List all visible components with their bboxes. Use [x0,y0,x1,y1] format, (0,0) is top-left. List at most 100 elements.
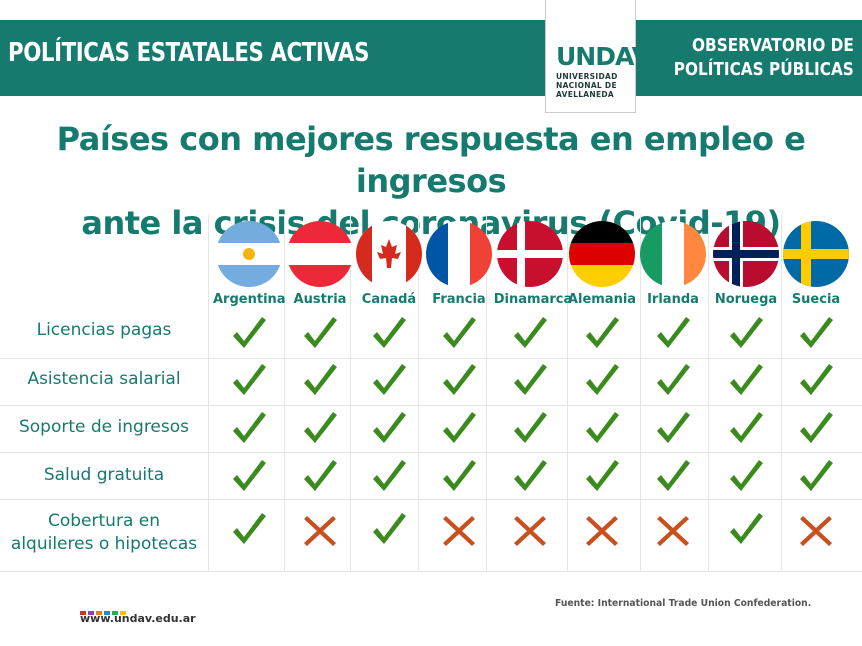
check-icon [794,312,838,356]
row-divider [0,499,862,500]
logo-line3: AVELLANEDA [556,90,615,99]
check-icon [724,407,768,451]
check-icon [724,312,768,356]
germany-flag-icon [569,221,635,287]
check-icon [367,407,411,451]
color-dot [88,611,94,615]
header-right-line2: POLÍTICAS PÚBLICAS [673,59,854,80]
undav-logo: UNDAV UNIVERSIDAD NACIONAL DE AVELLANEDA [545,0,651,113]
norway-flag-icon [713,221,779,287]
check-icon [508,455,552,499]
check-icon [298,407,342,451]
check-icon [794,407,838,451]
check-icon [580,312,624,356]
row-label: Cobertura en alquileres o hipotecas [0,510,208,556]
country-label: Noruega [714,292,778,307]
check-icon [651,407,695,451]
cross-icon [651,508,695,552]
footer-color-dots [80,602,128,620]
color-dot [80,611,86,615]
check-icon [298,359,342,403]
cross-icon [437,508,481,552]
check-icon [298,312,342,356]
logo-text: UNIVERSIDAD NACIONAL DE AVELLANEDA [556,72,628,99]
check-icon [298,455,342,499]
country-label: Alemania [567,292,637,307]
france-flag-icon [426,221,492,287]
check-icon [367,508,411,552]
logo-line2: NACIONAL DE [556,81,617,90]
country-label: Francia [432,292,486,307]
color-dot [112,611,118,615]
cross-icon [508,508,552,552]
check-icon [651,455,695,499]
check-icon [794,455,838,499]
check-icon [437,359,481,403]
check-icon [227,359,271,403]
check-icon [227,312,271,356]
check-icon [508,407,552,451]
country-label: Argentina [213,292,286,307]
color-dot [104,611,110,615]
column-divider [350,215,351,572]
check-icon [580,407,624,451]
check-icon [437,407,481,451]
row-label-line: Licencias pagas [36,320,172,340]
check-icon [651,312,695,356]
check-icon [437,455,481,499]
check-icon [724,455,768,499]
row-label-line: Soporte de ingresos [18,417,190,437]
check-icon [367,455,411,499]
color-dot [120,611,126,615]
header-right-title: OBSERVATORIO DE POLÍTICAS PÚBLICAS [674,34,854,82]
check-icon [508,312,552,356]
row-label-line: Cobertura en [48,511,160,531]
row-divider [0,358,862,359]
check-icon [580,455,624,499]
logo-mark: UNDAV [556,42,651,71]
check-icon [580,359,624,403]
check-icon [508,359,552,403]
country-label: Suecia [791,292,841,307]
check-icon [367,312,411,356]
check-icon [227,508,271,552]
row-label: Soporte de ingresos [0,416,208,439]
argentina-flag-icon [216,221,282,287]
country-label: Austria [293,292,347,307]
row-label-line: alquileres o hipotecas [10,534,198,554]
column-divider [486,215,487,572]
column-divider [418,215,419,572]
country-label: Dinamarca [493,292,573,307]
source-note: Fuente: International Trade Union Confed… [555,598,812,609]
column-divider [208,215,209,572]
check-icon [367,359,411,403]
sweden-flag-icon [783,221,849,287]
canada-flag-icon [356,221,422,287]
row-label-line: Salud gratuita [43,465,165,485]
check-icon [651,359,695,403]
check-icon [437,312,481,356]
color-dot [96,611,102,615]
header-right-line1: OBSERVATORIO DE [692,35,854,56]
row-divider [0,452,862,453]
cross-icon [580,508,624,552]
cross-icon [298,508,342,552]
row-label-line: Asistencia salarial [27,369,181,389]
country-label: Irlanda [647,292,699,307]
column-divider [781,215,782,572]
column-divider [284,215,285,572]
check-icon [227,455,271,499]
column-divider [567,215,568,572]
row-label: Asistencia salarial [0,368,208,391]
denmark-flag-icon [497,221,563,287]
country-label: Canadá [361,292,417,307]
footer-url[interactable]: www.undav.edu.ar [80,612,196,625]
check-icon [227,407,271,451]
title-line1: Países con mejores respuesta en empleo e… [56,120,806,200]
check-icon [794,359,838,403]
row-label: Licencias pagas [0,319,208,342]
austria-flag-icon [287,221,353,287]
check-icon [724,359,768,403]
row-divider [0,571,862,572]
header-left-title: POLÍTICAS ESTATALES ACTIVAS [8,38,370,68]
